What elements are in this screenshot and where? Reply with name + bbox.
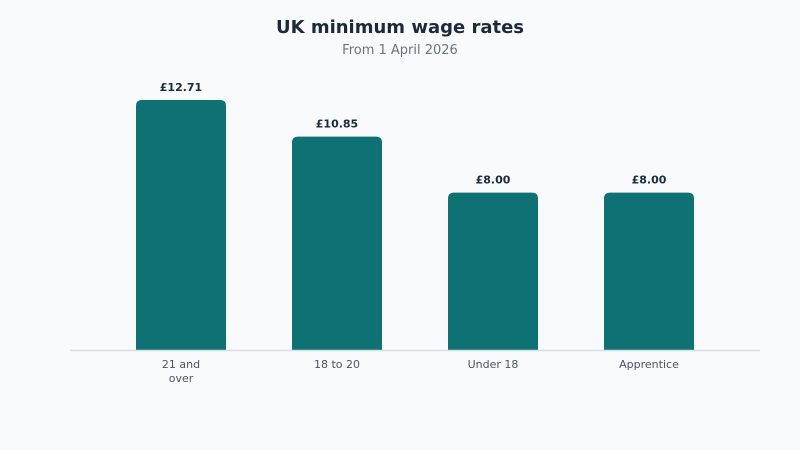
category-label-line: over (169, 372, 194, 385)
value-label-0: £12.71 (160, 81, 202, 94)
category-label-line: 21 and (162, 358, 200, 371)
bar-0 (136, 100, 226, 350)
value-label-3: £8.00 (632, 174, 667, 187)
category-label-2: Under 18 (468, 358, 519, 371)
chart-title: UK minimum wage rates (275, 17, 525, 38)
category-label-3: Apprentice (619, 358, 679, 371)
category-label-line: 18 to 20 (314, 358, 360, 371)
category-label-1: 18 to 20 (314, 358, 360, 371)
value-label-1: £10.85 (316, 118, 358, 131)
bar-3 (604, 192, 694, 350)
chart-subtitle: From 1 April 2026 (342, 43, 458, 58)
bar-2 (448, 192, 538, 350)
category-label-0: 21 and over (162, 358, 200, 385)
category-label-line: Under 18 (468, 358, 519, 371)
value-label-2: £8.00 (476, 174, 511, 187)
bar-1 (292, 136, 382, 350)
category-label-line: Apprentice (619, 358, 679, 371)
